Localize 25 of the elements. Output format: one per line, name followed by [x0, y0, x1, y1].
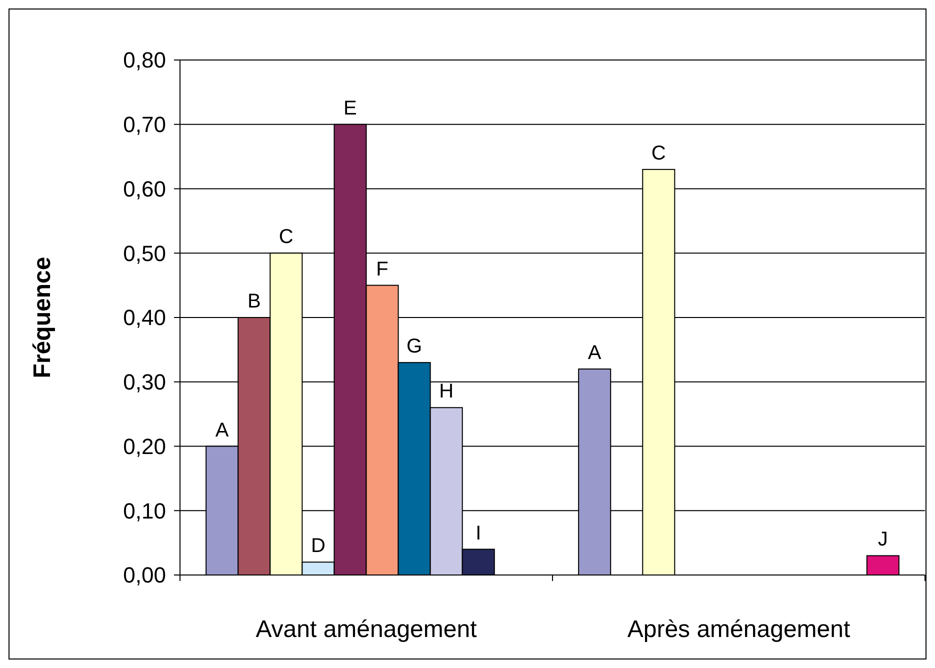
series-label: H	[439, 380, 454, 403]
series-label: J	[878, 528, 888, 551]
series-label: B	[247, 290, 261, 312]
y-tick-label: 0,00	[123, 562, 166, 588]
series-label: A	[215, 419, 230, 442]
text: C	[651, 142, 666, 164]
series-label: F	[376, 258, 388, 280]
text: A	[588, 342, 602, 364]
series-label: G	[406, 336, 422, 358]
y-tick-label: 0,80	[123, 48, 166, 73]
y-tick-label: 0,10	[123, 498, 166, 524]
y-tick-label: 0,60	[123, 176, 166, 202]
series-label: D	[310, 535, 326, 558]
y-tick-label: 0,70	[123, 112, 166, 138]
series-label: E	[344, 97, 357, 120]
series-label: C	[278, 226, 294, 248]
x-tick-label: Après aménagement	[627, 616, 850, 643]
y-tick-label: 0,40	[123, 305, 166, 330]
series-label: I	[476, 522, 482, 544]
y-axis-title: Fréquence	[29, 256, 56, 378]
x-tick-label: Avant aménagement	[256, 616, 478, 643]
y-tick-label: 0,50	[123, 240, 166, 266]
y-tick-label: 0,30	[123, 370, 166, 395]
bar	[866, 555, 900, 576]
y-tick-label: 0,20	[123, 434, 166, 459]
